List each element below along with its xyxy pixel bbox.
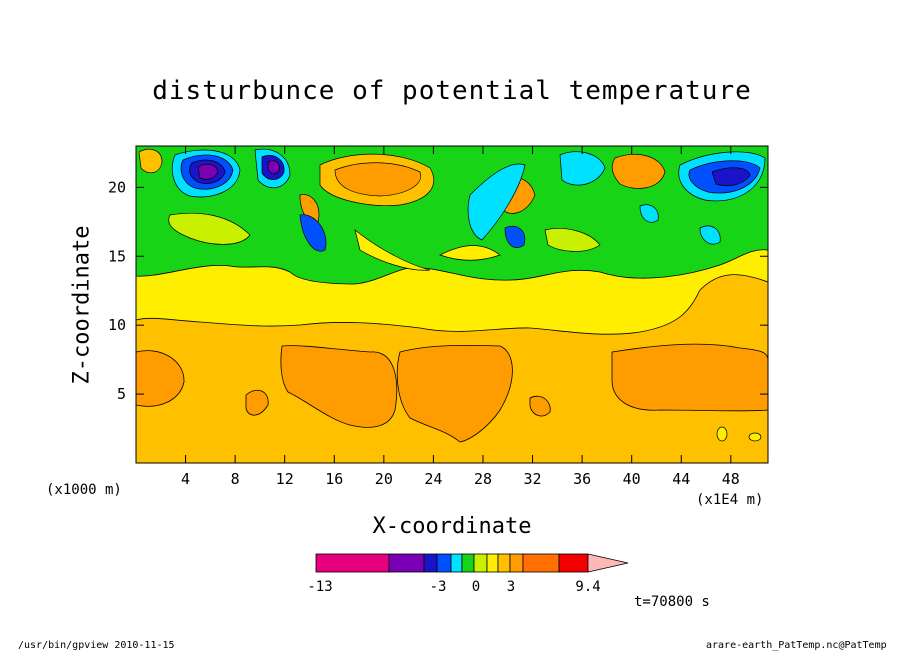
y-tick-label: 20: [108, 178, 126, 196]
footer-left: /usr/bin/gpview 2010-11-15: [18, 640, 175, 651]
x-tick-label: 48: [722, 470, 740, 488]
colorbar-segment: [486, 553, 499, 573]
chart-title: disturbunce of potential temperature: [152, 76, 752, 106]
x-tick-label: 8: [231, 470, 240, 488]
colorbar-segment: [436, 553, 452, 573]
colorbar-segment: [315, 553, 390, 573]
colorbar-label: -13: [307, 579, 332, 595]
x-tick-label: 16: [325, 470, 343, 488]
colorbar-extension: [587, 553, 629, 573]
x-tick-label: 36: [573, 470, 591, 488]
x-tick-label: 44: [672, 470, 690, 488]
colorbar-segment: [558, 553, 589, 573]
colorbar-segment: [509, 553, 524, 573]
colorbar-segment: [497, 553, 511, 573]
x-tick-label: 12: [276, 470, 294, 488]
y-ticks: 5 10 15 20: [108, 178, 768, 403]
colorbar-segment: [388, 553, 425, 573]
colorbar-segment: [450, 553, 463, 573]
x-tick-label: 4: [181, 470, 190, 488]
colorbar-label: 9.4: [575, 579, 600, 595]
plot-frame: [135, 145, 769, 464]
colorbar-segment: [522, 553, 560, 573]
x-tick-label: 28: [474, 470, 492, 488]
time-label: t=70800 s: [634, 594, 710, 610]
x-axis-label: X-coordinate: [372, 514, 532, 539]
colorbar-segment: [423, 553, 438, 573]
x-tick-label: 24: [424, 470, 442, 488]
footer-right: arare-earth_PatTemp.nc@PatTemp: [706, 640, 887, 651]
contour-field: [136, 146, 768, 463]
y-tick-label: 10: [108, 316, 126, 334]
x-unit-label: (x1000 m): [46, 482, 122, 498]
colorbar-label: -3: [430, 579, 447, 595]
colorbar: -13 -3 0 3 9.4: [307, 553, 629, 595]
y-axis-label: Z-coordinate: [69, 225, 95, 385]
x-unit-label-secondary: (x1E4 m): [696, 492, 764, 508]
x-tick-label: 40: [623, 470, 641, 488]
y-tick-label: 5: [117, 385, 126, 403]
colorbar-label: 0: [472, 579, 480, 595]
x-tick-label: 32: [524, 470, 542, 488]
x-ticks: 4 8 12 16 20 24 28 32 36 40 44 48: [181, 146, 740, 488]
colorbar-segment: [461, 553, 475, 573]
y-tick-label: 15: [108, 247, 126, 265]
x-tick-label: 20: [375, 470, 393, 488]
colorbar-label: 3: [507, 579, 515, 595]
colorbar-segment: [473, 553, 488, 573]
